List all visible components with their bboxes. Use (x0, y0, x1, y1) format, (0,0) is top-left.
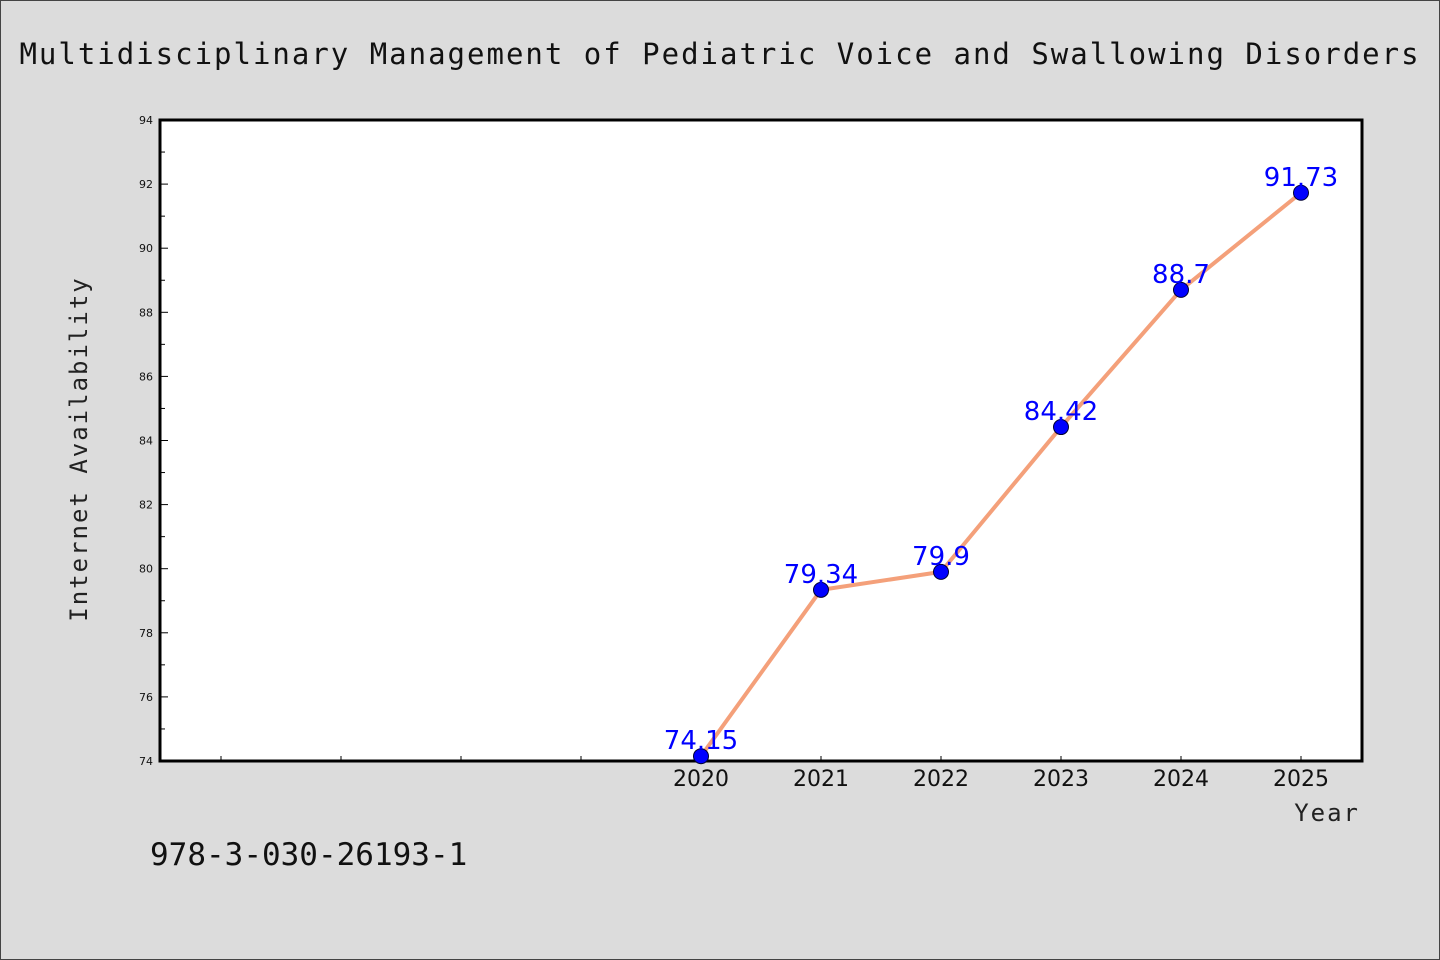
x-tick-label: 2022 (913, 767, 969, 792)
x-tick-label: 2024 (1153, 767, 1209, 792)
x-tick-label: 2021 (793, 767, 849, 792)
data-label: 84.42 (1024, 397, 1098, 427)
x-tick-label: 2023 (1033, 767, 1089, 792)
y-tick-label: 78 (139, 627, 153, 640)
data-point (1293, 184, 1309, 201)
y-tick-label: 86 (139, 370, 153, 383)
y-axis: 74 76 78 80 82 84 86 88 90 92 94 (139, 114, 168, 768)
data-point (1173, 281, 1189, 298)
y-tick-label: 76 (139, 691, 153, 704)
data-label: 79.9 (912, 542, 970, 572)
data-point (933, 563, 949, 580)
x-axis-title: Year (1294, 799, 1360, 827)
y-tick-label: 82 (139, 499, 153, 512)
x-tick-label: 2025 (1273, 767, 1329, 792)
data-point (813, 581, 829, 598)
data-label: 79.34 (784, 560, 858, 590)
x-tick-label: 2020 (673, 767, 729, 792)
y-tick-label: 90 (139, 242, 153, 255)
data-label: 88.7 (1152, 260, 1210, 290)
y-tick-label: 74 (139, 755, 153, 768)
data-point (693, 748, 709, 765)
plot-area (158, 118, 1364, 763)
series-layer: 74.15 79.34 79.9 84.42 88.7 91.73 (664, 163, 1338, 765)
data-label: 91.73 (1264, 163, 1338, 193)
data-point (1053, 419, 1069, 436)
data-label: 74.15 (664, 726, 738, 756)
y-tick-label: 94 (139, 114, 153, 127)
series-line (699, 191, 1303, 758)
y-tick-label: 88 (139, 306, 153, 319)
y-axis-title: Internet Availability (65, 276, 93, 621)
y-tick-label: 80 (139, 563, 153, 576)
chart-title: Multidisciplinary Management of Pediatri… (19, 37, 1420, 71)
x-axis: 2020 2021 2022 2023 2024 2025 (220, 756, 1329, 792)
y-tick-label: 92 (139, 178, 153, 191)
y-tick-label: 84 (139, 435, 153, 448)
isbn-label: 978-3-030-26193-1 (150, 837, 467, 873)
